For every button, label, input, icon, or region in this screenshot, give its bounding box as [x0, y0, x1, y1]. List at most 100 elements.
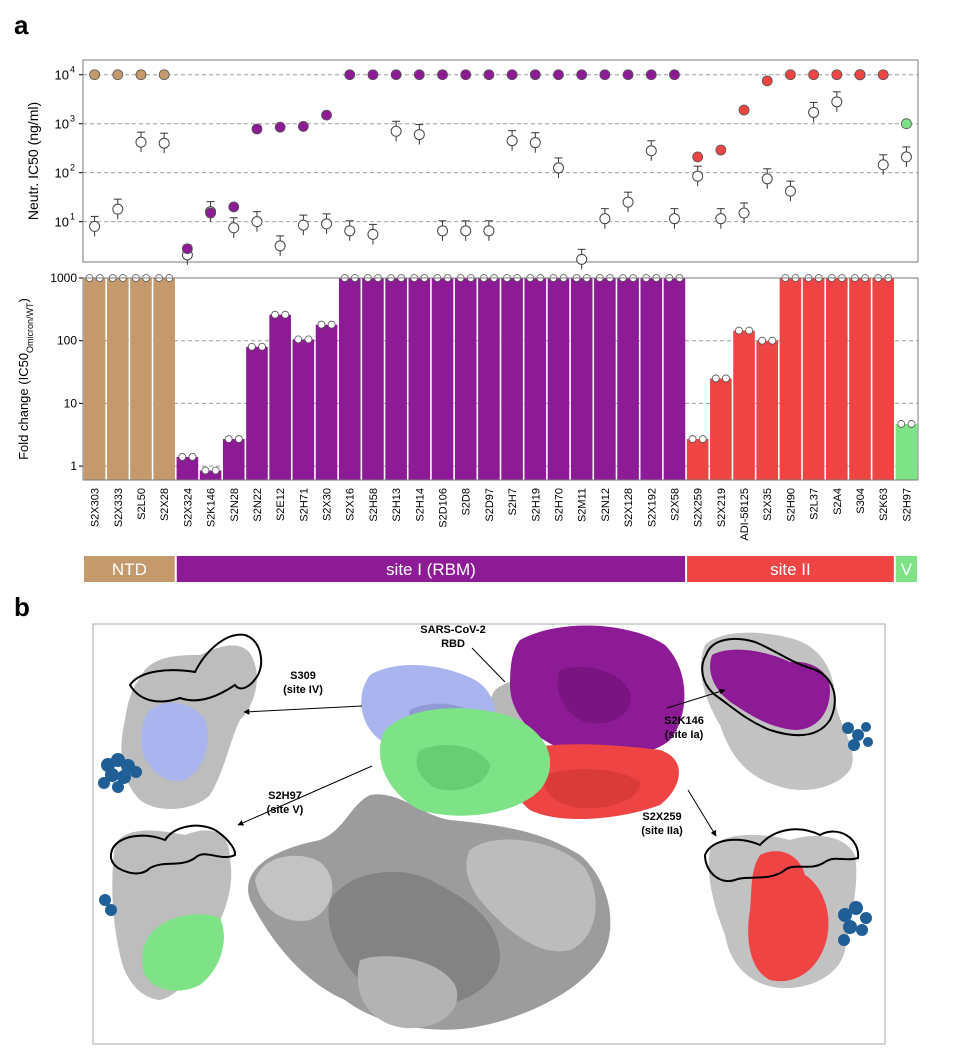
omicron-point [645, 69, 657, 81]
wt-point [738, 207, 750, 219]
omicron-point [599, 69, 611, 81]
omicron-point [274, 121, 286, 133]
replicate-point [688, 435, 697, 443]
arrow-s2h97 [237, 765, 373, 826]
bar [663, 278, 686, 480]
wt-point [390, 125, 402, 137]
s2h97-label-line1: S2H97 [268, 790, 302, 802]
wt-point [900, 151, 912, 163]
replicate-point [234, 435, 243, 443]
category-label: S2N12 [600, 488, 612, 522]
omicron-point [901, 118, 912, 130]
category-label: S2L50 [136, 488, 148, 520]
plot-frame [82, 59, 919, 263]
bar [779, 278, 802, 480]
bar [130, 278, 152, 480]
omicron-point [738, 104, 750, 116]
wt-point [251, 216, 263, 228]
omicron-point [344, 69, 356, 81]
omicron-point [321, 109, 332, 121]
replicate-point [304, 335, 313, 344]
category-label: S304 [855, 488, 867, 514]
bar [524, 278, 547, 480]
bar [710, 378, 732, 480]
category-label: S2H13 [391, 488, 403, 522]
category-label: S2H90 [785, 488, 797, 522]
category-label: S2H19 [530, 488, 542, 522]
wt-point [460, 225, 472, 237]
wt-point [297, 219, 309, 231]
category-label: S2E12 [275, 488, 287, 521]
s2h97-inset-footprint [109, 824, 237, 875]
wt-point [552, 162, 564, 174]
replicate-point [907, 420, 916, 428]
wt-point [576, 253, 588, 265]
wt-point [761, 173, 773, 185]
category-label: S2X58 [669, 488, 681, 521]
wt-point [135, 136, 147, 148]
wt-point [529, 137, 541, 149]
omicron-point [831, 69, 843, 81]
bar [547, 278, 570, 480]
bar [362, 278, 384, 480]
wt-point [274, 240, 286, 252]
bar [501, 278, 523, 480]
site-segment [84, 556, 175, 582]
wt-point [367, 228, 379, 240]
omicron-point [437, 69, 448, 81]
omicron-point [576, 69, 588, 81]
y-tick-label: 10 [64, 396, 78, 410]
bar [246, 346, 268, 480]
replicate-point [745, 326, 754, 335]
wt-point [228, 222, 240, 234]
category-label: S2X219 [716, 488, 728, 527]
bar [594, 278, 616, 480]
bar [478, 278, 500, 480]
y-tick-label: 1 [70, 459, 77, 473]
bar [802, 278, 825, 480]
bar [153, 278, 175, 480]
wt-point [483, 225, 495, 237]
y-tick-label: 10 [55, 68, 69, 83]
replicate-point [327, 320, 336, 329]
category-label: ADI-58125 [739, 488, 751, 541]
category-label: S2D106 [438, 488, 450, 528]
category-label: S2H58 [368, 488, 380, 522]
omicron-point [854, 69, 866, 81]
s2h97-inset [99, 824, 237, 1000]
site-segment-label: NTD [112, 560, 147, 579]
s2k146-inset [700, 632, 873, 790]
category-label: S2N22 [252, 488, 264, 522]
omicron-point [622, 69, 634, 81]
wt-point [668, 213, 680, 225]
wt-point [321, 218, 333, 230]
bar [570, 278, 593, 480]
y-tick-label: 1000 [50, 271, 77, 285]
omicron-point [205, 207, 216, 219]
replicate-point [201, 466, 210, 475]
site-segment-label: site II [770, 560, 811, 579]
replicate-point [188, 453, 197, 461]
wt-point [831, 96, 843, 108]
replicate-point [294, 335, 303, 344]
bar [83, 278, 106, 480]
arrow-s309 [243, 705, 363, 715]
s2h97-inset-epitope [142, 914, 224, 991]
category-label: S2H14 [414, 488, 426, 522]
category-label: S2H70 [553, 488, 565, 522]
replicate-point [281, 310, 290, 319]
wt-point [715, 213, 727, 225]
s309-glycan [98, 753, 142, 793]
spike-lobe-left [255, 855, 333, 921]
replicate-point [698, 435, 707, 443]
wt-point [877, 159, 889, 171]
spike-lobe-bottom [357, 956, 458, 1029]
category-label: S2N28 [229, 488, 241, 522]
central-complex-structure [248, 625, 685, 1030]
omicron-point [251, 123, 263, 135]
bar [454, 278, 477, 480]
y-tick-label: 10 [55, 117, 69, 132]
category-label: S2M11 [577, 488, 589, 522]
